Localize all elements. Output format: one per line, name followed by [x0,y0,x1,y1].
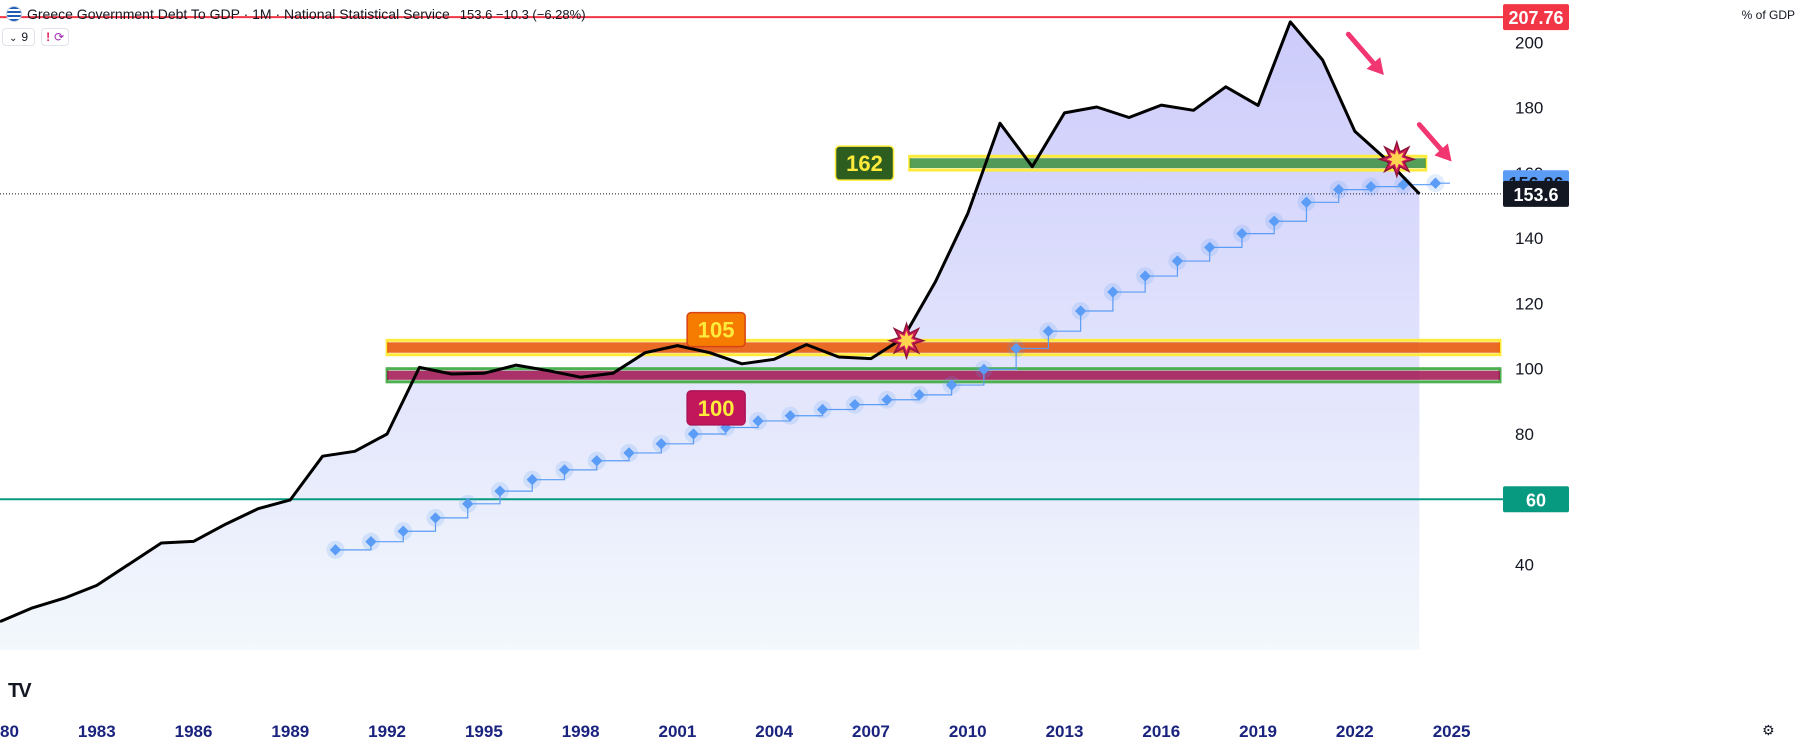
forecast-point[interactable] [913,389,926,401]
forecast-point[interactable] [945,379,958,391]
forecast-step-line [335,182,1450,551]
x-tick-label: 1983 [78,722,116,741]
x-tick-label: 1998 [562,722,600,741]
level-label-box[interactable] [686,311,746,348]
x-tick-label: 2007 [852,722,890,741]
price-label-badge[interactable] [1503,180,1569,207]
forecast-point[interactable] [329,544,342,556]
indicator-count: 9 [21,30,29,44]
indicators-toggle-button[interactable]: ⌄ 9 [2,28,36,46]
forecast-point[interactable] [1107,286,1119,298]
price-label-badge[interactable] [1503,4,1569,31]
chart-header: Greece Government Debt To GDP · 1M · Nat… [6,4,586,24]
sync-icon[interactable]: ⟳ [54,30,65,44]
level-label-box[interactable] [686,390,746,426]
x-tick-label: 2010 [949,722,987,741]
price-label-badge[interactable] [1503,486,1569,513]
forecast-point[interactable] [1204,241,1216,254]
level-label-box[interactable] [834,145,895,181]
forecast-point[interactable] [591,455,603,467]
x-tick-label: 1995 [465,722,503,741]
settings-gear-icon[interactable]: ⚙ [1762,722,1775,738]
zone-band-1[interactable] [387,342,1500,353]
time-axis[interactable] [0,712,1503,746]
x-tick-label: 1992 [368,722,406,741]
chevron-down-icon: ⌄ [9,33,18,44]
forecast-point[interactable] [881,394,893,406]
price-label-text: 60 [1526,490,1546,510]
forecast-point[interactable] [623,447,635,459]
forecast-point[interactable] [1171,255,1184,267]
x-tick-label: 1980 [0,722,19,741]
indicator-toolbar: ⌄ 9 ! ⟳ [2,28,70,46]
forecast-point[interactable] [526,474,538,486]
arrow-head-icon [1434,143,1452,162]
zone-band-2[interactable] [387,370,1500,380]
forecast-point[interactable] [1268,215,1280,227]
burst-marker-core [896,330,917,351]
forecast-point[interactable] [1236,227,1248,240]
forecast-point[interactable] [1429,177,1442,189]
arrow-down-icon [1345,31,1376,66]
y-tick-label: 100 [1515,360,1543,379]
burst-marker-core [1386,149,1407,170]
price-label-text: 207.76 [1508,8,1563,28]
y-tick-label: 120 [1515,294,1543,313]
forecast-point[interactable] [784,410,796,422]
forecast-point[interactable] [365,536,377,548]
forecast-point[interactable] [1333,183,1345,196]
forecast-point[interactable] [494,485,506,497]
forecast-point[interactable] [1010,342,1022,355]
y-tick-label: 40 [1515,556,1534,575]
forecast-point[interactable] [1365,180,1377,193]
status-icons[interactable]: ! ⟳ [41,28,70,46]
debt-area-fill [0,21,1420,650]
forecast-point[interactable] [1300,196,1313,208]
x-tick-label: 2004 [755,722,793,741]
price-axis[interactable] [1503,0,1803,746]
arrow-head-icon [1366,57,1384,76]
arrow-down-icon [1416,122,1444,152]
x-tick-label: 2022 [1336,722,1374,741]
y-tick-label: 80 [1515,425,1534,444]
forecast-point[interactable] [558,464,571,476]
symbol-title[interactable]: Greece Government Debt To GDP · 1M · Nat… [27,6,450,22]
forecast-point[interactable] [687,428,700,440]
y-tick-label: 180 [1515,99,1543,118]
forecast-point[interactable] [655,438,667,450]
forecast-point[interactable] [978,363,990,376]
y-tick-label: 200 [1515,33,1543,52]
tradingview-logo-icon[interactable]: TV [8,680,32,702]
level-label-text: 105 [698,318,735,343]
forecast-point[interactable] [1139,270,1151,282]
price-label-text: 153.6 [1513,185,1558,205]
x-tick-label: 2013 [1046,722,1084,741]
x-tick-label: 2019 [1239,722,1277,741]
forecast-point[interactable] [429,512,442,524]
x-tick-label: 2016 [1142,722,1180,741]
x-tick-label: 1986 [175,722,213,741]
forecast-point[interactable] [397,525,409,537]
last-value: 153.6 −10.3 (−6.28%) [459,6,586,22]
zone-band-0[interactable] [909,158,1426,169]
forecast-point[interactable] [462,498,474,510]
debt-to-gdp-line[interactable] [0,20,1421,623]
forecast-point[interactable] [1074,305,1087,317]
level-label-text: 162 [846,151,883,176]
x-tick-label: 2025 [1433,722,1471,741]
warning-icon[interactable]: ! [46,30,51,44]
greece-flag-icon [6,6,22,22]
forecast-point[interactable] [849,398,861,411]
level-label-text: 100 [698,396,735,421]
x-tick-label: 1989 [271,722,309,741]
y-tick-label: 140 [1515,229,1543,248]
forecast-point[interactable] [1042,325,1055,337]
forecast-point[interactable] [752,415,764,427]
unit-label: % of GDP [1741,8,1795,22]
x-tick-label: 2001 [659,722,697,741]
forecast-point[interactable] [816,403,829,416]
